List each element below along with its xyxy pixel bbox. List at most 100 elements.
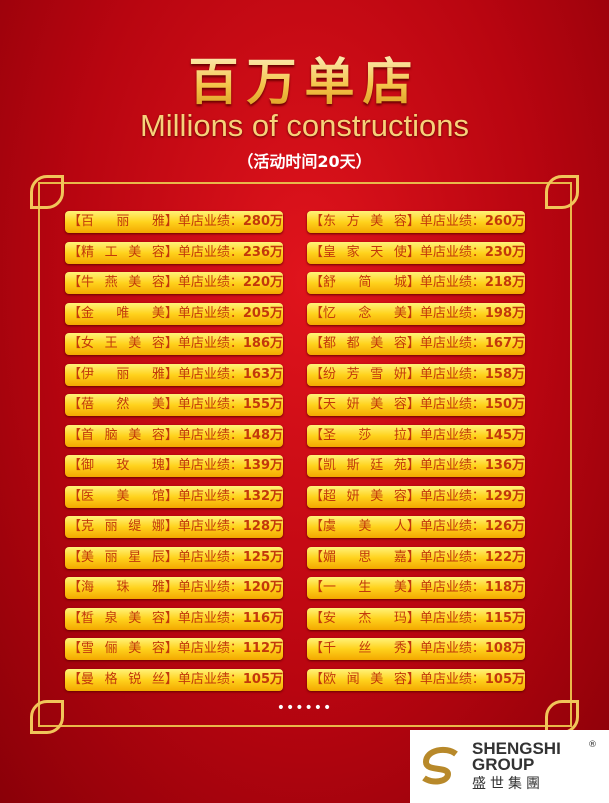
bracket-close: 】: [164, 427, 178, 443]
bracket-close: 】: [164, 519, 178, 534]
bracket-open: 【: [68, 580, 82, 595]
store-label: 单店业绩：: [177, 671, 243, 687]
bracket-close: 】: [164, 244, 178, 260]
bracket-close: 】: [164, 580, 178, 595]
bracket-open: 【: [310, 397, 324, 412]
bracket-close: 】: [406, 214, 420, 229]
store-badge: 【百丽雅】单店业绩： 280万: [65, 211, 283, 233]
store-badge: 【欧闻美容】单店业绩： 105万: [307, 668, 525, 691]
poster-title: 百万单店: [0, 42, 609, 114]
store-label: 单店业绩：: [419, 580, 485, 595]
store-name: 超妍美容: [323, 488, 407, 504]
store-value: 230万: [484, 244, 525, 260]
store-label: 单店业绩：: [419, 519, 485, 534]
store-name: 皙泉美容: [81, 610, 165, 626]
store-value: 108万: [484, 641, 525, 656]
store-badge: 【皇家天使】单店业绩： 230万: [307, 241, 525, 264]
store-value: 205万: [242, 305, 283, 321]
store-value: 105万: [242, 671, 283, 687]
bracket-open: 【: [310, 580, 324, 595]
store-value: 136万: [484, 458, 525, 473]
store-badge: 【医美馆】单店业绩： 132万: [65, 485, 283, 508]
store-badge: 【精工美容】单店业绩： 236万: [65, 241, 283, 264]
poster-subtitle: Millions of constructions: [139, 108, 470, 143]
store-name: 一生美: [323, 580, 407, 595]
bracket-open: 【: [310, 305, 324, 321]
store-name: 牛燕美容: [81, 275, 165, 290]
store-value: 125万: [242, 549, 283, 565]
store-name: 百丽雅: [81, 214, 165, 229]
bracket-open: 【: [310, 549, 324, 565]
bracket-close: 】: [406, 366, 420, 382]
store-name: 女王美容: [81, 336, 165, 351]
bracket-open: 【: [68, 488, 82, 504]
store-name: 金唯美: [81, 305, 165, 321]
logo-text-en2: GROUP: [472, 754, 535, 774]
store-badge: 【一生美】单店业绩： 118万: [307, 577, 525, 599]
store-label: 单店业绩：: [177, 397, 243, 412]
store-badge: 【金唯美】单店业绩： 205万: [65, 302, 283, 325]
bracket-open: 【: [310, 427, 324, 443]
ornament-corner-icon: [545, 175, 579, 209]
bracket-open: 【: [310, 641, 324, 656]
bracket-open: 【: [68, 397, 82, 412]
store-label: 单店业绩：: [419, 427, 485, 443]
bracket-close: 】: [406, 671, 420, 687]
bracket-open: 【: [68, 366, 82, 382]
store-name: 皇家天使: [323, 244, 407, 260]
store-value: 155万: [242, 397, 283, 412]
bracket-close: 】: [406, 458, 420, 473]
bracket-close: 】: [406, 305, 420, 321]
ornament-corner-icon: [30, 175, 64, 209]
store-name: 御玫瑰: [81, 458, 165, 473]
store-name: 曼格锐丝: [81, 671, 165, 687]
store-badge: 【牛燕美容】单店业绩： 220万: [65, 272, 283, 294]
store-name: 虞美人: [323, 519, 407, 534]
store-label: 单店业绩：: [419, 641, 485, 656]
store-badge: 【千丝秀】单店业绩： 108万: [307, 638, 525, 660]
bracket-close: 】: [406, 641, 420, 656]
store-badge: 【美丽星辰】单店业绩： 125万: [65, 546, 283, 569]
store-badge: 【伊丽雅】单店业绩： 163万: [65, 363, 283, 386]
store-label: 单店业绩：: [177, 458, 243, 473]
store-name: 都都美容: [323, 336, 407, 351]
bracket-open: 【: [68, 244, 82, 260]
store-value: 105万: [484, 671, 525, 687]
store-name: 蓓然美: [81, 397, 165, 412]
bracket-open: 【: [68, 671, 82, 687]
store-label: 单店业绩：: [177, 549, 243, 565]
activity-period: （活动时间20天）: [237, 152, 372, 171]
store-badge: 【超妍美容】单店业绩： 129万: [307, 485, 525, 508]
store-value: 122万: [484, 549, 525, 565]
store-badge: 【克丽缇娜】单店业绩： 128万: [65, 516, 283, 538]
store-badge: 【虞美人】单店业绩： 126万: [307, 516, 525, 538]
store-value: 218万: [484, 275, 525, 290]
bracket-close: 】: [164, 336, 178, 351]
logo-text-cn: 盛世集團: [472, 775, 544, 792]
bracket-close: 】: [406, 397, 420, 412]
bracket-close: 】: [164, 275, 178, 290]
store-value: 132万: [242, 488, 283, 504]
store-name: 海珠雅: [81, 580, 165, 595]
bracket-close: 】: [164, 397, 178, 412]
store-value: 220万: [242, 275, 283, 290]
store-name: 伊丽雅: [81, 366, 165, 382]
bracket-open: 【: [68, 305, 82, 321]
store-label: 单店业绩：: [419, 244, 485, 260]
store-value: 186万: [242, 336, 283, 351]
bracket-open: 【: [68, 519, 82, 534]
store-badge: 【媚思嘉】单店业绩： 122万: [307, 546, 525, 569]
store-value: 115万: [484, 610, 525, 626]
store-label: 单店业绩：: [419, 671, 485, 687]
bracket-open: 【: [310, 336, 324, 351]
store-value: 126万: [484, 519, 525, 534]
store-value: 163万: [242, 366, 283, 382]
bracket-close: 】: [406, 580, 420, 595]
bracket-open: 【: [68, 641, 82, 656]
store-label: 单店业绩：: [177, 488, 243, 504]
store-label: 单店业绩：: [419, 488, 485, 504]
store-label: 单店业绩：: [419, 549, 485, 565]
store-label: 单店业绩：: [419, 397, 485, 412]
store-name: 雪俪美容: [81, 641, 165, 656]
store-badge: 【纷芳雪妍】单店业绩： 158万: [307, 363, 525, 386]
